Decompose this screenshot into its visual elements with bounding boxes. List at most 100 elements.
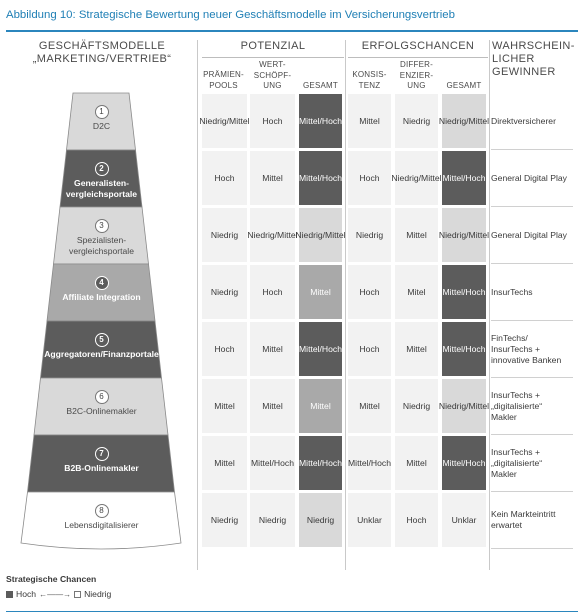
rating-cell: Mittel/Hoch [442,151,486,205]
potenzial-underline [202,57,344,58]
segment-number: 7 [94,447,109,461]
row-divider [491,548,573,549]
subheader-gesamt-potenzial: GESAMT [303,81,338,90]
legend-high-swatch [6,590,13,598]
rating-cell: Niedrig [202,265,247,319]
legend-low-swatch [74,590,82,598]
legend-high-label: Hoch [16,589,37,599]
rating-cell: Mittel [202,379,247,433]
segment-label: 6 B2C-Onlinemakler [66,390,137,416]
rating-cell: Mittel/Hoch [442,436,486,490]
segment-number: 1 [94,105,109,119]
subheader-gesamt-erfolg: GESAMT [446,81,482,90]
bottom-rule [6,611,578,612]
rating-cell: Mittel [250,322,295,376]
rating-cell: Mittel [202,436,247,490]
segment-number: 4 [94,276,109,290]
row-divider [491,377,573,378]
rating-cell: Mittel [299,265,342,319]
rating-cell: Hoch [202,322,247,376]
subheader-praemienpools: PRÄMIEN- POOLS [203,70,244,90]
rating-cell: Mitel [395,265,438,319]
segment-number: 3 [94,219,109,233]
rating-cell: Mittel/Hoch [299,436,342,490]
rating-cell: Mittel [348,379,391,433]
rating-cell: Mittel/Hoch [348,436,391,490]
segment-label: 2 Generalisten-vergleichsportale [65,162,138,199]
rating-cell: Niedrig [202,208,247,262]
rating-cell: Hoch [348,265,391,319]
subheader-konsistenz: KONSIS- TENZ [352,70,387,90]
rating-cell: Niedrig [250,493,295,547]
segment-number: 8 [94,504,109,518]
segment-label: 8 Lebensdigitalisierer [64,504,139,530]
rating-cell: Unklar [442,493,486,547]
rating-cell: Mittel [395,322,438,376]
rating-cell: Unklar [348,493,391,547]
likely-winner: General Digital Play [491,172,567,183]
subheader-wertschoepfung: WERT- SCHÖPF- UNG [253,60,292,90]
legend-arrow: ←——→ [39,589,72,599]
rating-cell: Hoch [202,151,247,205]
rating-cell: Niedrig/Mittel [439,379,489,433]
title-rule [6,30,578,32]
rating-cell: Mittel [395,208,438,262]
rating-cell: Hoch [250,265,295,319]
segment-label: 1 D2C [92,105,111,131]
header-erfolgschancen: ERFOLGSCHANCEN [361,40,475,52]
rating-cell: Mittel [250,379,295,433]
likely-winner: InsurTechs + „digitalisierte“ Makler [491,389,543,422]
segment-number: 5 [94,333,109,347]
rating-cell: Mittel/Hoch [442,322,486,376]
rating-cell: Mittel/Hoch [299,151,342,205]
row-divider [491,320,573,321]
rating-cell: Niedrig [395,94,438,148]
likely-winner: General Digital Play [491,229,567,240]
separator-segment [197,40,198,570]
likely-winner: FinTechs/InsurTechs + innovative Banken [491,332,562,365]
segment-label: 7 B2B-Onlinemakler [64,447,139,473]
header-potenzial: POTENZIAL [240,40,306,52]
segment-label: 3 Spezialisten-vergleichsportale [69,219,134,256]
rating-cell: Niedrig [202,493,247,547]
rating-cell: Niedrig/Mittel [439,208,489,262]
rating-cell: Hoch [250,94,295,148]
likely-winner: Direktversicherer [491,115,556,126]
row-divider [491,263,573,264]
rating-cell: Mittel/Hoch [442,265,486,319]
rating-cell: Mittel [348,94,391,148]
rating-cell: Hoch [348,151,391,205]
rating-cell: Niedrig [348,208,391,262]
likely-winner: InsurTechs + „digitalisierte“ Makler [491,446,543,479]
row-divider [491,434,573,435]
rating-cell: Hoch [395,493,438,547]
rating-cell: Niedrig [395,379,438,433]
figure-title: Abbildung 10: Strategische Bewertung neu… [6,9,455,21]
rating-cell: Mittel [250,151,295,205]
segment-number: 6 [94,390,109,404]
subheader-differenzierung: DIFFER- ENZIER- UNG [399,60,434,90]
separator-potenzial [345,40,346,570]
erfolg-underline [348,57,488,58]
segment-label: 4 Affiliate Integration [62,276,141,302]
header-segment: GESCHÄFTSMODELLE „MARKETING/VERTRIEB“ [32,40,172,65]
segment-number: 2 [94,162,109,176]
rating-cell: Mittel/Hoch [250,436,295,490]
rating-cell: Niedrig/Mittel [199,94,250,148]
rating-cell: Hoch [348,322,391,376]
rating-cell: Mittel [395,436,438,490]
separator-erfolg [489,40,490,570]
rating-cell: Mittel [299,379,342,433]
row-divider [491,149,573,150]
likely-winner: Kein Markteintritt erwartet [491,509,556,530]
rating-cell: Niedrig/Mittel [391,151,442,205]
rating-cell: Mittel/Hoch [299,322,342,376]
legend-title: Strategische Chancen [6,574,97,584]
rating-cell: Niedrig/Mittel [247,208,298,262]
legend: Hoch ←——→ Niedrig [6,589,111,599]
segment-label: 5 Aggregatoren/Finanzportale [44,333,159,359]
rating-cell: Niedrig/Mittel [295,208,346,262]
likely-winner: InsurTechs [491,286,533,297]
header-winner: WAHRSCHEIN- LICHER GEWINNER [492,40,575,78]
rating-cell: Niedrig [299,493,342,547]
